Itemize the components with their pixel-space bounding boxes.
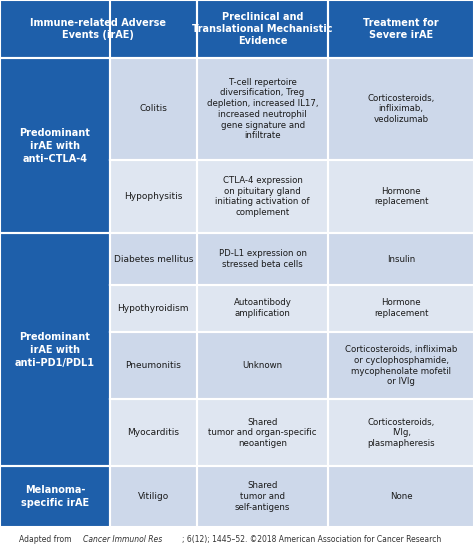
Text: CTLA-4 expression
on pituitary gland
initiating activation of
complement: CTLA-4 expression on pituitary gland ini… [215,176,310,217]
Bar [197,285,328,332]
Text: Immune-related Adverse
Events (irAE): Immune-related Adverse Events (irAE) [30,18,166,40]
Text: Pneumonitis: Pneumonitis [126,361,181,371]
Text: PD-L1 expression on
stressed beta cells: PD-L1 expression on stressed beta cells [219,249,307,269]
Bar [110,285,197,332]
Text: Predominant
irAE with
anti–CTLA-4: Predominant irAE with anti–CTLA-4 [19,128,91,164]
Bar [197,0,328,58]
Bar [328,58,474,160]
Text: Treatment for
Severe irAE: Treatment for Severe irAE [364,18,439,40]
Text: Insulin: Insulin [387,254,415,264]
Text: Corticosteroids,
infliximab,
vedolizumab: Corticosteroids, infliximab, vedolizumab [368,93,435,124]
Bar [197,58,328,160]
Text: Melanoma-
specific irAE: Melanoma- specific irAE [21,485,89,508]
Bar [197,332,328,399]
Text: None: None [390,492,412,501]
Text: Shared
tumor and
self-antigens: Shared tumor and self-antigens [235,481,290,512]
Text: Colitis: Colitis [139,105,167,113]
Text: Shared
tumor and organ-specific
neoantigen: Shared tumor and organ-specific neoantig… [209,418,317,448]
Text: Adapted from: Adapted from [19,535,74,544]
Bar [0,0,197,58]
Text: Hypophysitis: Hypophysitis [124,192,182,201]
Text: Corticosteroids, infliximab
or cyclophosphamide,
mycophenolate mofetil
or IVIg: Corticosteroids, infliximab or cyclophos… [345,345,457,387]
Bar [328,466,474,527]
Text: Preclinical and
Translational Mechanistic
Evidence: Preclinical and Translational Mechanisti… [192,12,333,46]
Text: Hormone
replacement: Hormone replacement [374,187,428,206]
Text: Corticosteroids,
IVIg,
plasmapheresis: Corticosteroids, IVIg, plasmapheresis [367,418,435,448]
Text: Myocarditis: Myocarditis [128,429,179,437]
Bar [110,332,197,399]
Bar [0,58,110,233]
Bar [328,399,474,466]
Text: Predominant
irAE with
anti–PD1/PDL1: Predominant irAE with anti–PD1/PDL1 [15,332,95,368]
Text: Unknown: Unknown [243,361,283,371]
Bar [328,233,474,285]
Bar [0,233,110,466]
Bar [328,285,474,332]
Bar [197,233,328,285]
Bar [197,160,328,233]
Bar [110,58,197,160]
Text: Autoantibody
amplification: Autoantibody amplification [234,299,292,318]
Bar [110,233,197,285]
Bar [0,527,474,553]
Text: ; 6(12); 1445–52. ©2018 American Association for Cancer Research: ; 6(12); 1445–52. ©2018 American Associa… [182,535,442,544]
Bar [0,466,110,527]
Bar [328,332,474,399]
Bar [328,160,474,233]
Bar [110,160,197,233]
Bar [197,399,328,466]
Text: Cancer Immunol Res: Cancer Immunol Res [83,535,162,544]
Text: Diabetes mellitus: Diabetes mellitus [114,254,193,264]
Bar [328,0,474,58]
Bar [110,466,197,527]
Text: Hypothyroidism: Hypothyroidism [118,304,189,313]
Text: T-cell repertoire
diversification, Treg
depletion, increased IL17,
increased neu: T-cell repertoire diversification, Treg … [207,77,319,140]
Text: Hormone
replacement: Hormone replacement [374,299,428,318]
Text: Vitiligo: Vitiligo [138,492,169,501]
Bar [197,466,328,527]
Bar [110,399,197,466]
